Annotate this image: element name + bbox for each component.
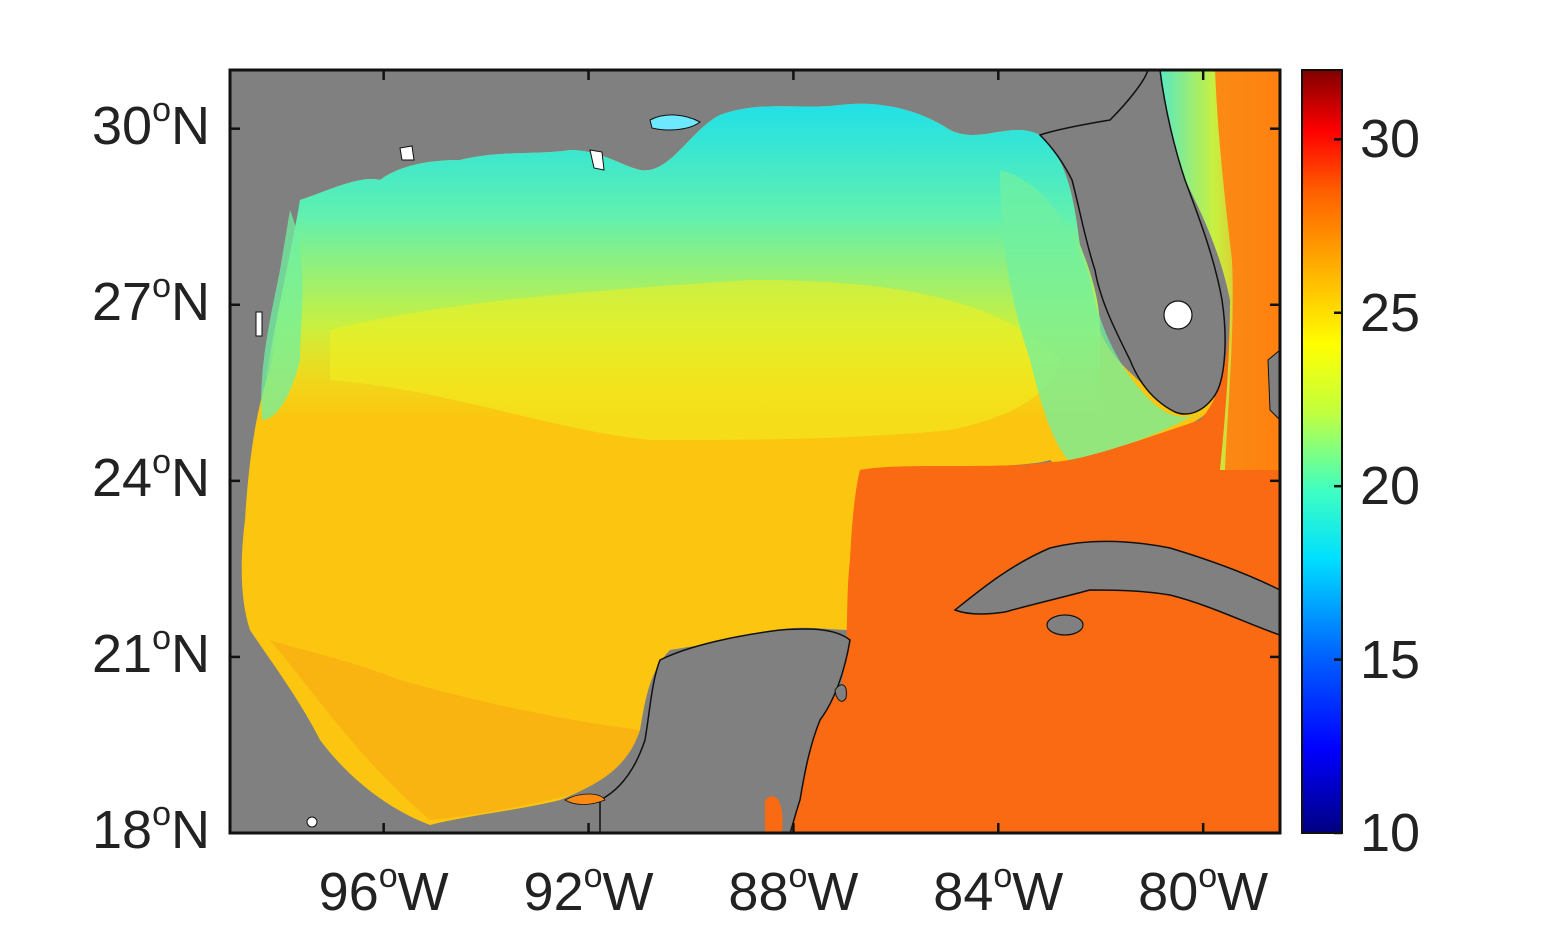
southwest-gulf-water [270,640,640,820]
west-coast-cool-water [261,210,303,420]
lat-label-21n: 21oN [92,618,210,684]
bahamas-land [1267,349,1280,421]
mobile-bay [589,149,605,171]
lon-label-96w: 96oW [318,857,449,922]
yucatan-coast-water [765,796,783,833]
lon-label-92w: 92oW [523,857,654,922]
central-warm-belt [330,280,1060,440]
colorbar-label-20: 20 [1360,456,1421,517]
lat-label-30n: 30oN [92,90,210,156]
lon-label-80w: 80oW [1138,857,1269,922]
lake-pontchartrain [649,114,701,131]
laguna-madre [255,311,263,337]
colorbar-label-30: 30 [1360,109,1421,170]
cuba-land [953,540,1280,636]
lat-label-18n: 18oN [92,795,210,860]
campeche-coast-water [564,793,606,805]
campeche-island [306,816,318,828]
colorbar-label-10: 10 [1360,803,1421,863]
gulf-stream-water [1215,70,1280,470]
lon-label-84w: 84oW [933,857,1064,922]
coastal-marsh [399,145,415,161]
colorbar [1301,69,1343,834]
map-frame [228,68,1282,835]
colorbar-label-15: 15 [1360,629,1421,690]
florida-shelf-cool-water [1000,170,1200,462]
lat-label-27n: 27oN [92,266,210,332]
lat-label-24n: 24oN [92,442,210,508]
colorbar-label-25: 25 [1360,282,1421,343]
lon-label-88w: 88oW [728,857,859,922]
cozumel-land [834,684,847,702]
yucatan-land [599,628,851,833]
lat-tick-marks [230,127,1280,835]
map-area [230,70,1280,833]
lon-tick-marks [382,70,1205,833]
colorbar-tick-marks [1334,138,1342,835]
isla-de-la-juventud-land [1046,614,1084,636]
lake-okeechobee [1163,300,1193,330]
